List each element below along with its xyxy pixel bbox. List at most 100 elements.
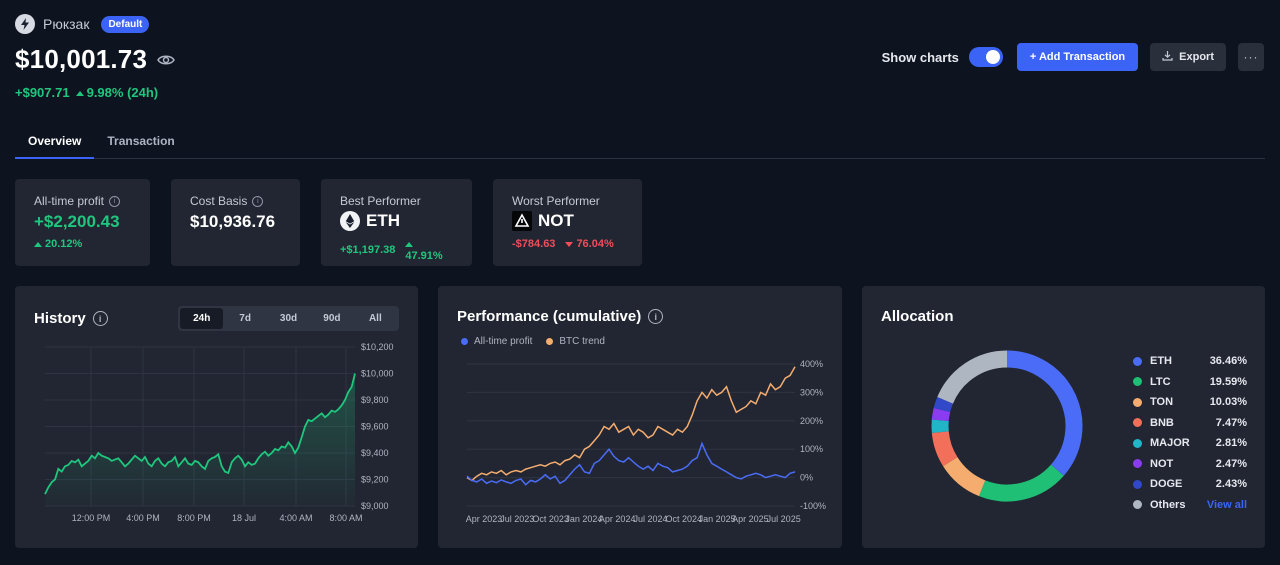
allocation-percent: 36.46% xyxy=(1209,355,1247,368)
info-icon[interactable]: i xyxy=(252,195,264,207)
y-tick-label: $10,200 xyxy=(361,342,394,352)
history-line xyxy=(44,373,356,495)
eth-icon xyxy=(340,211,360,231)
worst-performer-percent: 76.04% xyxy=(565,238,614,250)
allocation-item-doge: DOGE 2.43% xyxy=(1133,474,1247,495)
not-coin-icon xyxy=(512,211,532,231)
allocation-item-eth: ETH 36.46% xyxy=(1133,351,1247,372)
change-absolute: +$907.71 xyxy=(15,85,70,100)
all-time-profit-label: All-time profit xyxy=(34,194,105,208)
legend-dot xyxy=(461,338,468,345)
performance-title: Performance (cumulative) xyxy=(457,308,642,325)
view-all-link[interactable]: View all xyxy=(1206,498,1247,511)
x-tick-label: Jul 2025 xyxy=(767,514,801,524)
export-label: Export xyxy=(1179,51,1214,63)
more-options-button[interactable]: ··· xyxy=(1238,43,1264,71)
worst-performer-label: Worst Performer xyxy=(512,194,600,208)
y-tick-label: 300% xyxy=(800,387,823,397)
donut-slice-others xyxy=(937,350,1008,404)
y-tick-label: $9,800 xyxy=(361,395,389,405)
allocation-coin-name: BNB xyxy=(1150,416,1174,429)
allocation-item-others: Others View all xyxy=(1133,495,1247,516)
worst-performer-change: -$784.63 xyxy=(512,238,556,250)
tab-overview[interactable]: Overview xyxy=(15,124,95,159)
x-tick-label: Apr 2025 xyxy=(732,514,769,524)
show-charts-toggle[interactable] xyxy=(968,47,1003,67)
allocation-donut xyxy=(931,350,1083,502)
tab-bar: Overview Transaction xyxy=(15,124,1265,159)
allocation-legend: ETH 36.46% LTC 19.59% TON 10.03% BNB 7.47% MAJOR… xyxy=(1133,351,1247,515)
all-time-profit-line xyxy=(466,441,796,486)
info-icon[interactable]: i xyxy=(648,309,664,324)
legend-all-time-profit[interactable]: All-time profit xyxy=(461,336,532,347)
x-tick-label: Oct 2024 xyxy=(666,514,703,524)
y-tick-label: -100% xyxy=(800,501,826,511)
worst-performer-coin: NOT xyxy=(538,211,574,230)
allocation-item-not: NOT 2.47% xyxy=(1133,454,1247,475)
legend-btc-trend[interactable]: BTC trend xyxy=(546,336,605,347)
x-tick-label: 8:00 AM xyxy=(329,513,362,523)
tab-transaction[interactable]: Transaction xyxy=(107,134,175,148)
x-tick-label: Jul 2024 xyxy=(633,514,667,524)
btc-trend-line xyxy=(466,366,796,482)
history-chart: $10,200 $10,000 $9,800 $9,600 $9,400 $9,200 $9… xyxy=(44,342,394,523)
history-area xyxy=(45,373,355,506)
allocation-coin-name: MAJOR xyxy=(1150,437,1190,450)
allocation-panel: Allocation ETH 36.46% LTC 19.59% TON 10.03% BN… xyxy=(862,286,1265,548)
default-badge: Default xyxy=(101,15,150,33)
donut-slice-bnb xyxy=(931,430,958,467)
best-performer-percent: 47.91% xyxy=(405,238,453,262)
x-tick-label: Oct 2023 xyxy=(532,514,569,524)
legend-dot xyxy=(546,338,554,345)
legend-dot xyxy=(1133,397,1142,407)
down-arrow-icon xyxy=(565,241,574,247)
add-transaction-button[interactable]: + Add Transaction xyxy=(1016,43,1139,71)
range-30d-button[interactable]: 30d xyxy=(279,313,298,324)
range-all-button[interactable]: All xyxy=(368,313,382,324)
portfolio-header: Рюкзак Default $10,001.73 +$907.71 9.98%… xyxy=(15,14,176,100)
x-tick-label: 8:00 PM xyxy=(177,513,211,523)
best-performer-card: Best Performer ETH +$1,197.38 47.91% xyxy=(321,179,472,266)
allocation-coin-name: DOGE xyxy=(1150,478,1183,491)
y-tick-label: $9,400 xyxy=(361,448,389,458)
cost-basis-card: Cost Basis i $10,936.76 xyxy=(171,179,300,266)
allocation-percent: 10.03% xyxy=(1209,396,1247,409)
legend-dot xyxy=(1133,438,1142,448)
up-arrow-icon xyxy=(34,241,42,247)
x-tick-label: 18 Jul xyxy=(232,513,256,523)
y-tick-label: $9,600 xyxy=(361,422,389,432)
portfolio-name[interactable]: Рюкзак xyxy=(43,16,90,32)
donut-slice-doge xyxy=(933,397,954,413)
info-icon[interactable]: i xyxy=(109,195,121,207)
change-percent: 9.98% (24h) xyxy=(75,85,158,100)
x-tick-label: Jan 2025 xyxy=(699,514,736,524)
allocation-percent: 2.43% xyxy=(1215,478,1247,491)
best-performer-change: +$1,197.38 xyxy=(340,244,396,256)
worst-performer-card: Worst Performer NOT -$784.63 76.04% xyxy=(493,179,642,266)
eye-icon[interactable] xyxy=(157,51,176,69)
lightning-icon xyxy=(15,14,35,34)
legend-dot xyxy=(1133,479,1142,489)
history-panel: History i 24h 7d 30d 90d All $10,200 $10,… xyxy=(15,286,418,548)
range-7d-button[interactable]: 7d xyxy=(239,313,251,324)
donut-slice-eth xyxy=(1006,350,1083,476)
allocation-item-ltc: LTC 19.59% xyxy=(1133,372,1247,393)
range-90d-button[interactable]: 90d xyxy=(323,313,341,324)
up-arrow-icon xyxy=(405,241,414,247)
legend-dot xyxy=(1133,377,1142,387)
info-icon[interactable]: i xyxy=(92,311,108,326)
allocation-item-bnb: BNB 7.47% xyxy=(1133,413,1247,434)
x-tick-label: Jul 2023 xyxy=(500,514,534,524)
donut-slice-ton xyxy=(943,456,986,497)
portfolio-balance: $10,001.73 xyxy=(15,44,148,74)
range-24h-button[interactable]: 24h xyxy=(180,308,224,329)
allocation-percent: 2.81% xyxy=(1215,437,1247,450)
performance-legend: All-time profit BTC trend xyxy=(461,336,605,347)
all-time-profit-value: +$2,200.43 xyxy=(34,212,120,231)
donut-slice-not xyxy=(931,408,951,422)
export-button[interactable]: Export xyxy=(1150,43,1226,71)
allocation-percent: 7.47% xyxy=(1215,416,1247,429)
y-tick-label: 400% xyxy=(800,359,823,369)
y-tick-label: $9,000 xyxy=(361,501,389,511)
x-tick-label: Jan 2024 xyxy=(565,514,602,524)
